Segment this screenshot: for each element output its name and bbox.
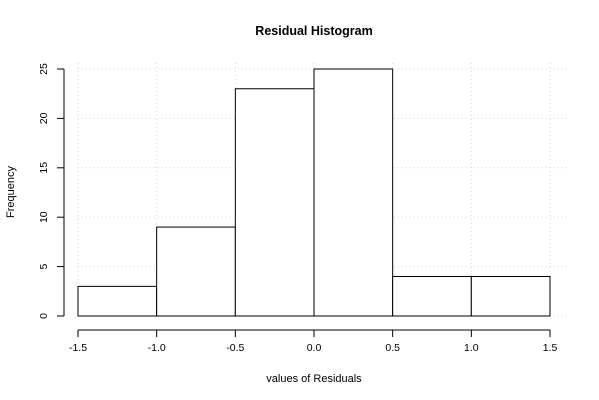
x-tick-label: -0.5: [226, 342, 244, 354]
x-tick-label: 0.5: [385, 342, 400, 354]
x-tick-label: -1.0: [148, 342, 166, 354]
x-axis-label: values of Residuals: [266, 373, 362, 385]
histogram-bar: [77, 285, 158, 317]
histogram-bar: [392, 275, 472, 317]
y-tick-label: 15: [38, 162, 50, 174]
histogram-bar: [313, 68, 394, 317]
histogram-bars: [77, 68, 551, 317]
y-tick-label: 0: [38, 313, 50, 319]
x-tick-label: -1.5: [69, 342, 87, 354]
y-tick-label: 20: [38, 112, 50, 124]
y-axis: 0 5 10 15 20 25: [38, 63, 65, 319]
histogram-bar: [156, 226, 236, 317]
y-tick-label: 25: [38, 63, 50, 75]
histogram-bar: [234, 88, 315, 317]
x-axis: -1.5 -1.0 -0.5 0.0 0.5 1.0 1.5: [69, 329, 558, 354]
x-tick-label: 1.5: [543, 342, 558, 354]
x-tick-label: 0.0: [307, 342, 322, 354]
y-axis-label: Frequency: [5, 166, 17, 218]
y-tick-label: 10: [38, 211, 50, 223]
y-tick-label: 5: [38, 264, 50, 270]
histogram-bar: [470, 275, 551, 317]
chart-title: Residual Histogram: [255, 24, 372, 38]
x-tick-label: 1.0: [464, 342, 479, 354]
